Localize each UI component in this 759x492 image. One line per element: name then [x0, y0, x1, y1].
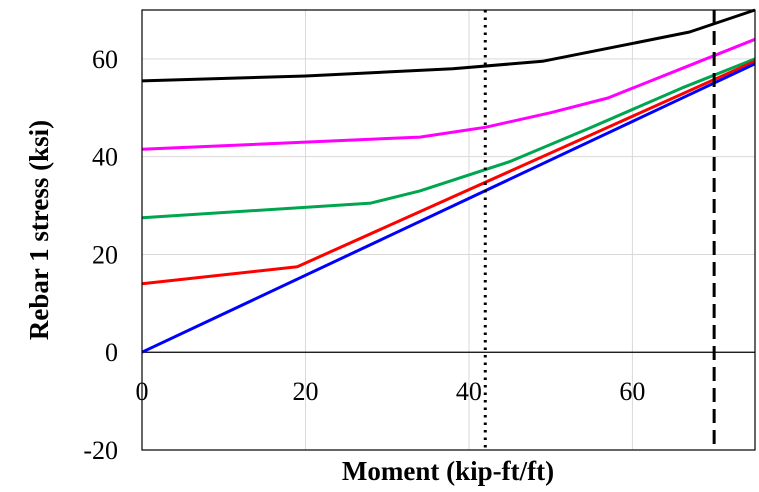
series-line-5 — [141, 62, 756, 354]
reference-lines — [483, 10, 716, 450]
x-axis-title: Moment (kip-ft/ft) — [342, 456, 554, 486]
series-line-3 — [141, 57, 756, 220]
series-line-4 — [141, 59, 756, 286]
x-tick-label: 0 — [136, 377, 149, 406]
y-tick-label: 60 — [92, 45, 118, 74]
series-lines — [141, 8, 756, 354]
y-tick-label: 0 — [105, 338, 118, 367]
y-tick-label: -20 — [83, 436, 118, 465]
x-tick-label: 20 — [292, 377, 318, 406]
y-tick-label: 20 — [92, 240, 118, 269]
grid-lines — [142, 10, 755, 450]
series-line-1 — [141, 8, 756, 83]
x-tick-label: 60 — [619, 377, 645, 406]
y-tick-label: 40 — [92, 143, 118, 172]
series-line-2 — [141, 37, 756, 151]
plot-frame — [141, 9, 756, 451]
tick-labels: 0 20 40 60 -20 0 20 40 60 — [83, 45, 645, 465]
y-axis-title: Rebar 1 stress (ksi) — [24, 120, 54, 340]
x-tick-label: 40 — [456, 377, 482, 406]
